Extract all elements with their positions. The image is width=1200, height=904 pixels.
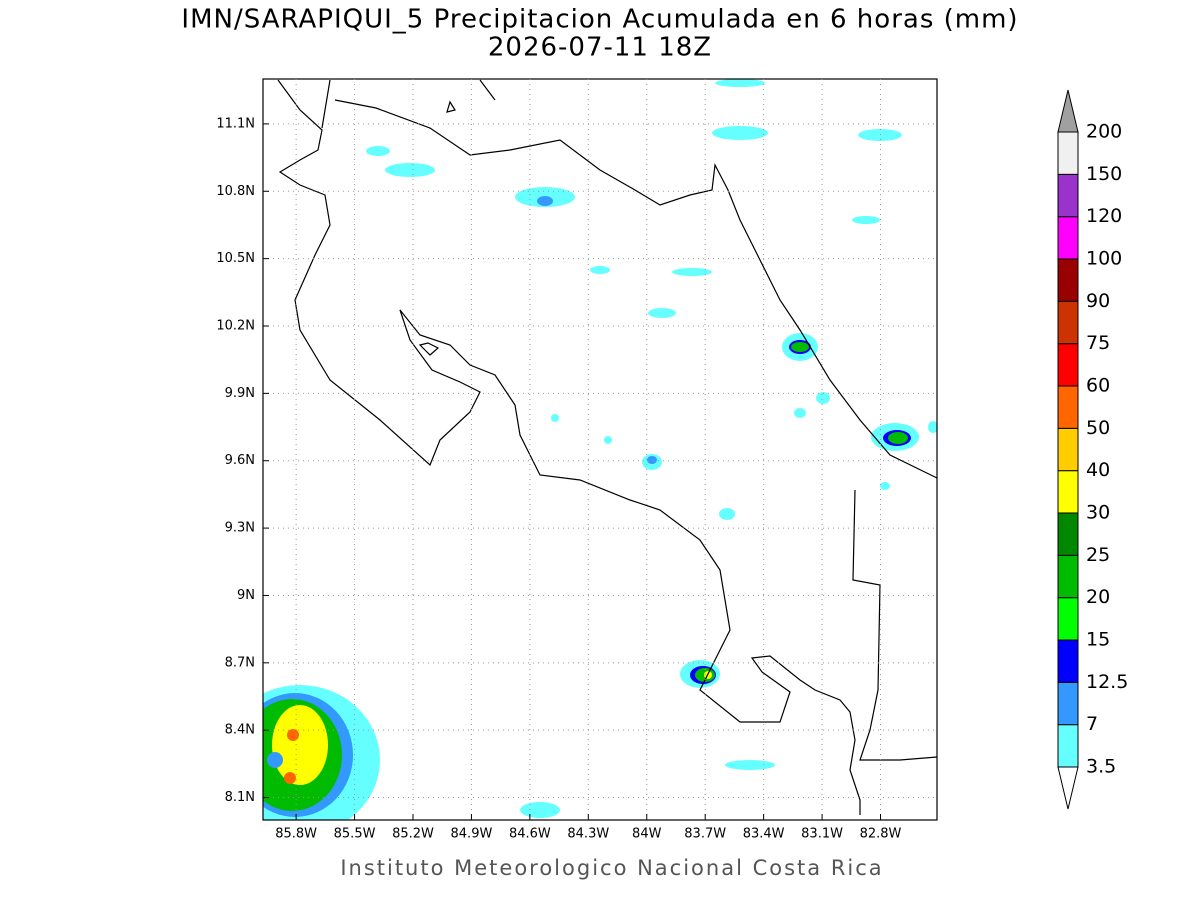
y-tick-label: 9.9N (225, 386, 255, 401)
colorbar-label: 30 (1086, 502, 1110, 524)
colorbar-label: 75 (1086, 332, 1110, 354)
y-tick-label: 8.7N (225, 655, 255, 670)
x-tick-label: 85.2W (392, 827, 434, 842)
colorbar-box (1057, 300, 1079, 345)
map-subtitle: 2026-07-11 18Z (488, 33, 712, 63)
colorbar-box (1057, 258, 1079, 302)
y-tick-label: 10.8N (216, 184, 255, 199)
colorbar-box (1057, 554, 1079, 599)
colorbar-box (1057, 131, 1079, 175)
colorbar-box (1057, 343, 1079, 387)
colorbar-box (1057, 512, 1079, 556)
colorbar-box (1057, 470, 1079, 514)
y-tick-label: 9N (237, 588, 255, 603)
x-tick-label: 84.3W (567, 827, 609, 842)
colorbar-over (1057, 89, 1079, 133)
colorbar-label: 25 (1086, 544, 1110, 566)
x-tick-label: 84.6W (509, 827, 551, 842)
colorbar-label: 3.5 (1086, 756, 1116, 778)
x-tick-label: 83.4W (743, 827, 785, 842)
colorbar-box (1057, 173, 1079, 218)
map-frame (262, 78, 938, 821)
colorbar-label: 12.5 (1086, 671, 1128, 693)
footer: Instituto Meteorologico Nacional Costa R… (340, 856, 883, 880)
x-tick-label: 85.5W (334, 827, 376, 842)
coastline (277, 79, 937, 815)
y-tick-label: 10.5N (216, 251, 255, 266)
colorbar-box (1057, 639, 1079, 683)
colorbar-box (1057, 597, 1079, 641)
colorbar-label: 7 (1086, 713, 1098, 735)
colorbar-label: 40 (1086, 459, 1110, 481)
y-tick-label: 8.4N (225, 723, 255, 738)
colorbar-box (1057, 385, 1079, 429)
colorbar-label: 20 (1086, 586, 1110, 608)
y-tick-label: 9.6N (225, 453, 255, 468)
colorbar-label: 150 (1086, 163, 1122, 185)
colorbar-label: 100 (1086, 248, 1122, 270)
colorbar-box (1057, 427, 1079, 472)
colorbar-label: 90 (1086, 290, 1110, 312)
colorbar-box (1057, 216, 1079, 260)
x-tick-label: 82.8W (860, 827, 902, 842)
x-tick-label: 84W (632, 827, 662, 842)
y-tick-label: 11.1N (216, 116, 255, 131)
x-tick-label: 84.9W (451, 827, 493, 842)
colorbar-label: 50 (1086, 417, 1110, 439)
y-tick-label: 9.3N (225, 521, 255, 536)
colorbar-label: 60 (1086, 375, 1110, 397)
y-tick-label: 10.2N (216, 319, 255, 334)
map-title: IMN/SARAPIQUI_5 Precipitacion Acumulada … (181, 5, 1018, 35)
colorbar-under (1057, 766, 1079, 810)
colorbar-box (1057, 681, 1079, 726)
precip-field (263, 79, 937, 820)
colorbar-label: 120 (1086, 205, 1122, 227)
colorbar-label: 15 (1086, 629, 1110, 651)
x-tick-label: 83.7W (684, 827, 726, 842)
y-tick-label: 8.1N (225, 790, 255, 805)
x-tick-label: 85.8W (275, 827, 317, 842)
colorbar-box (1057, 724, 1079, 768)
colorbar-label: 200 (1086, 121, 1122, 143)
x-tick-label: 83.1W (801, 827, 843, 842)
